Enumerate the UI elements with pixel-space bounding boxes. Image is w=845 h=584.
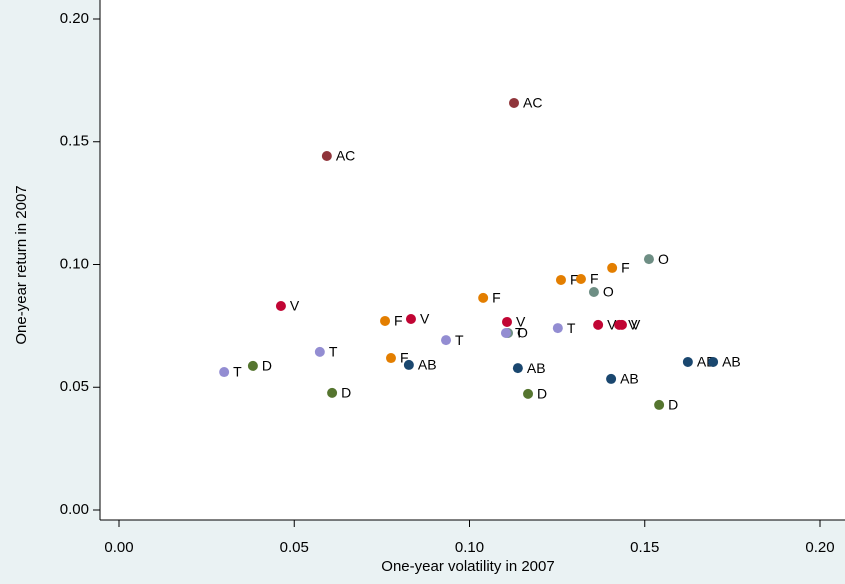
point — [219, 367, 230, 378]
point — [275, 300, 286, 311]
point-label: F — [590, 271, 599, 287]
point-label: O — [658, 251, 669, 267]
point-label: AC — [336, 148, 355, 164]
x-tick-label: 0.05 — [280, 539, 309, 556]
point — [247, 360, 258, 371]
point — [708, 356, 719, 367]
point — [405, 314, 416, 325]
point-label: O — [517, 325, 528, 341]
y-tick-label: 0.05 — [60, 378, 89, 395]
point-label: D — [537, 386, 547, 402]
point — [575, 273, 586, 284]
point-label: AC — [523, 95, 542, 111]
point — [327, 387, 338, 398]
point — [523, 388, 534, 399]
point-label: D — [262, 358, 272, 374]
point-label: T — [329, 344, 338, 360]
point — [385, 353, 396, 364]
point — [512, 363, 523, 374]
point-label: F — [400, 350, 409, 366]
point-label: V — [516, 314, 526, 330]
x-tick-label: 0.00 — [104, 539, 133, 556]
point-label: AB — [418, 357, 437, 373]
point-label: O — [603, 284, 614, 300]
point-label: V — [631, 317, 641, 333]
point — [643, 254, 654, 265]
point — [502, 316, 513, 327]
point-label: T — [567, 320, 576, 336]
point-label: V — [607, 317, 617, 333]
point-label: V — [420, 311, 430, 327]
point — [606, 373, 617, 384]
point — [509, 97, 520, 108]
point-label: T — [515, 325, 524, 341]
y-tick-label: 0.20 — [60, 10, 89, 27]
y-tick-label: 0.10 — [60, 255, 89, 272]
point-label: AB — [620, 371, 639, 387]
point — [321, 150, 332, 161]
point — [500, 327, 511, 338]
point-label: F — [621, 260, 630, 276]
point-label: F — [394, 313, 403, 329]
point — [616, 319, 627, 330]
point — [555, 274, 566, 285]
point — [380, 315, 391, 326]
point — [314, 346, 325, 357]
point-label: V — [628, 317, 638, 333]
point — [552, 323, 563, 334]
point-label: AB — [722, 354, 741, 370]
x-tick-label: 0.10 — [455, 539, 484, 556]
y-tick-label: 0.00 — [60, 501, 89, 518]
x-tick-label: 0.15 — [630, 539, 659, 556]
y-axis-title: One-year return in 2007 — [13, 185, 30, 344]
point-label: AB — [527, 360, 546, 376]
point — [607, 262, 618, 273]
point-label: D — [341, 385, 351, 401]
y-tick-label: 0.15 — [60, 133, 89, 150]
point — [682, 356, 693, 367]
point — [403, 359, 414, 370]
point-label: F — [570, 272, 579, 288]
plot-area — [100, 0, 845, 520]
point-label: D — [668, 397, 678, 413]
point-label: F — [492, 290, 501, 306]
point-label: T — [233, 364, 242, 380]
point — [441, 335, 452, 346]
point — [588, 286, 599, 297]
x-axis-title: One-year volatility in 2007 — [381, 558, 554, 575]
point — [478, 292, 489, 303]
point-label: T — [455, 332, 464, 348]
point — [593, 319, 604, 330]
point-label: V — [290, 298, 300, 314]
point — [654, 399, 665, 410]
x-tick-label: 0.20 — [805, 539, 834, 556]
